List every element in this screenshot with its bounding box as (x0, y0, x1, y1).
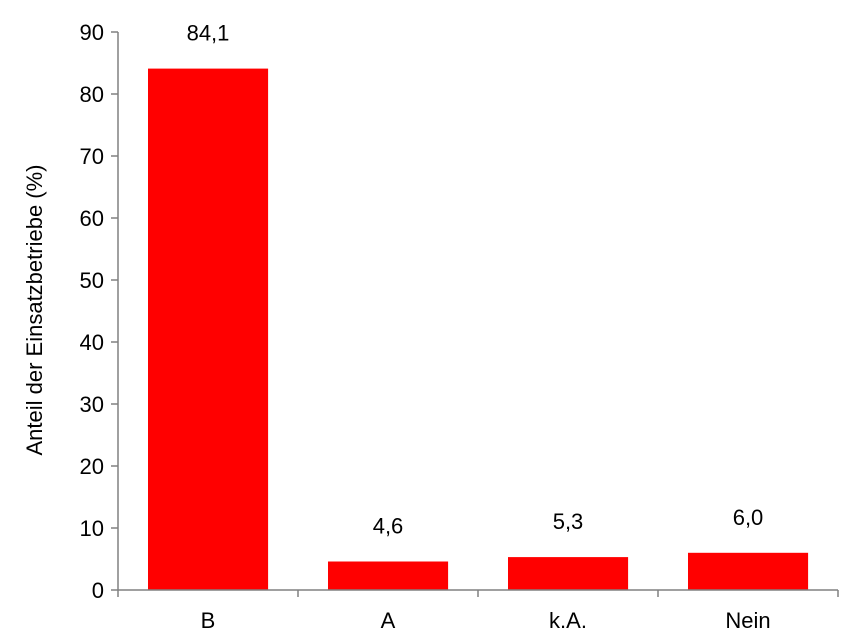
y-tick-label: 20 (80, 454, 104, 479)
y-axis-title: Anteil der Einsatzbetriebe (%) (22, 164, 47, 455)
y-tick-label: 10 (80, 516, 104, 541)
data-label: 84,1 (187, 21, 230, 46)
x-tick-label: B (201, 608, 216, 633)
y-tick-label: 50 (80, 268, 104, 293)
axes-group (111, 31, 839, 597)
data-label: 4,6 (373, 514, 404, 539)
bar-b (148, 68, 269, 591)
data-label: 5,3 (553, 509, 584, 534)
bar-nein (688, 552, 809, 590)
x-tick-label: A (381, 608, 396, 633)
bars-group (148, 68, 809, 591)
y-tick-label: 80 (80, 82, 104, 107)
y-tick-label: 40 (80, 330, 104, 355)
y-tick-label: 90 (80, 20, 104, 45)
y-tick-label: 30 (80, 392, 104, 417)
x-tick-label: k.A. (549, 608, 587, 633)
data-label: 6,0 (733, 505, 764, 530)
bar-a (328, 561, 449, 590)
x-tick-label: Nein (725, 608, 770, 633)
y-tick-label: 0 (92, 578, 104, 603)
y-tick-label: 60 (80, 206, 104, 231)
bar-k-a (508, 557, 629, 590)
labels-group: 84,1 B 4,6 A 5,3 k.A. 6,0 Nein 0 10 20 30 40 50 60 70 80… (80, 20, 771, 633)
y-tick-label: 70 (80, 144, 104, 169)
